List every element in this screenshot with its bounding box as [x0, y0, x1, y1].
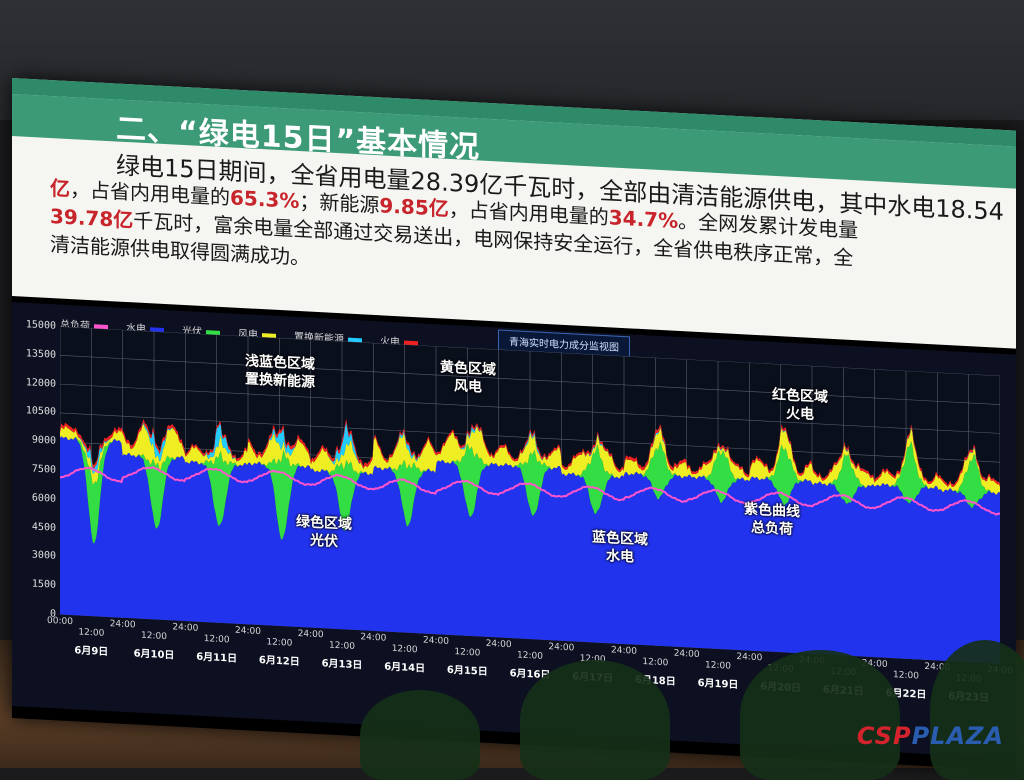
annotation-red: 红色区域 火电 — [740, 384, 860, 426]
x-tick-label: 12:00 — [391, 643, 418, 656]
y-tick-label: 3000 — [31, 549, 56, 563]
x-tick-label: 12:00 — [517, 650, 543, 662]
y-axis-labels: 0 1500 3000 4500 6000 7500 9000 10500 12000 13500… — [16, 319, 56, 620]
x-tick-label: 12:00 — [893, 670, 919, 682]
x-day-label: 6月19日 — [697, 677, 739, 692]
y-tick-label: 1500 — [31, 578, 56, 591]
y-tick-label: 15000 — [25, 319, 56, 332]
x-tick-label: 00:00 — [47, 615, 73, 628]
hydro-area — [60, 436, 1000, 664]
x-tick-label: 12:00 — [78, 627, 105, 639]
y-tick-label: 6000 — [31, 492, 56, 505]
highlight-value: 34.7% — [608, 205, 679, 233]
x-tick-label: 12:00 — [203, 634, 230, 646]
annotation-blue: 蓝色区域 水电 — [560, 527, 680, 569]
y-tick-label: 12000 — [25, 376, 56, 390]
plant-foliage — [520, 660, 670, 780]
x-tick-label: 12:00 — [454, 647, 481, 659]
x-tick-label: 12:00 — [141, 630, 167, 643]
x-tick-label: 24:00 — [235, 625, 261, 638]
solar-area — [60, 436, 1000, 544]
x-tick-label: 24:00 — [423, 635, 449, 647]
watermark-part2: PLAZA — [911, 722, 1004, 750]
x-tick-label: 12:00 — [266, 637, 293, 649]
highlight-value: 9.85亿 — [379, 193, 449, 221]
highlight-value: 39.78亿 — [50, 203, 134, 233]
x-day-label: 6月15日 — [446, 664, 488, 678]
y-tick-label: 10500 — [25, 405, 56, 419]
watermark-logo: CSPPLAZA — [857, 722, 1004, 750]
highlight-value: 65.3% — [230, 185, 300, 214]
y-tick-label: 9000 — [31, 434, 56, 447]
x-tick-label: 24:00 — [485, 638, 512, 651]
x-tick-label: 24:00 — [172, 622, 199, 634]
x-day-label: 6月12日 — [258, 654, 300, 669]
annotation-green: 绿色区域 光伏 — [264, 511, 384, 553]
plant-foliage — [930, 640, 1024, 780]
x-tick-label: 12:00 — [329, 640, 355, 652]
wind-area — [60, 424, 1000, 495]
plant-foliage — [360, 690, 480, 780]
y-tick-label: 4500 — [31, 521, 56, 534]
thermal-area — [60, 418, 1000, 488]
power-monitor-panel: 总负荷 水电 光伏 风电 置换新能源 火电 青海实时电力成分监视图 0 1500 3000 45… — [12, 302, 1016, 759]
video-wall: 二、“绿电15日”基本情况 绿电15日期间，全省用电量28.39亿千瓦时，全部由… — [12, 78, 1016, 771]
watermark-part1: CSP — [856, 722, 912, 750]
highlight-value: 亿 — [50, 175, 70, 202]
x-day-label: 6月10日 — [133, 648, 175, 662]
x-tick-label: 12:00 — [705, 660, 731, 672]
x-tick-label: 24:00 — [673, 648, 700, 661]
x-tick-label: 24:00 — [360, 632, 387, 644]
x-tick-label: 24:00 — [109, 619, 136, 631]
x-tick-label: 24:00 — [297, 628, 324, 641]
x-day-label: 6月14日 — [384, 661, 426, 675]
x-tick-label: 24:00 — [611, 645, 637, 657]
body-text: ；新能源 — [299, 189, 380, 218]
total-load-line — [60, 466, 1000, 516]
x-tick-label: 12:00 — [642, 657, 669, 669]
x-day-label: 6月11日 — [196, 651, 238, 665]
y-tick-label: 7500 — [31, 463, 56, 476]
plant-foliage — [740, 650, 900, 780]
y-tick-label: 13500 — [25, 348, 56, 361]
x-tick-label: 24:00 — [736, 651, 763, 664]
power-area-chart — [60, 326, 1000, 664]
x-day-label: 6月9日 — [74, 645, 109, 659]
x-day-label: 6月13日 — [321, 658, 363, 672]
annotation-yellow: 黄色区域 风电 — [408, 357, 528, 399]
x-tick-label: 24:00 — [548, 642, 575, 654]
annotation-purple: 紫色曲线 总负荷 — [712, 499, 832, 541]
annotation-lightblue: 浅蓝色区域 置换新能源 — [220, 351, 340, 393]
